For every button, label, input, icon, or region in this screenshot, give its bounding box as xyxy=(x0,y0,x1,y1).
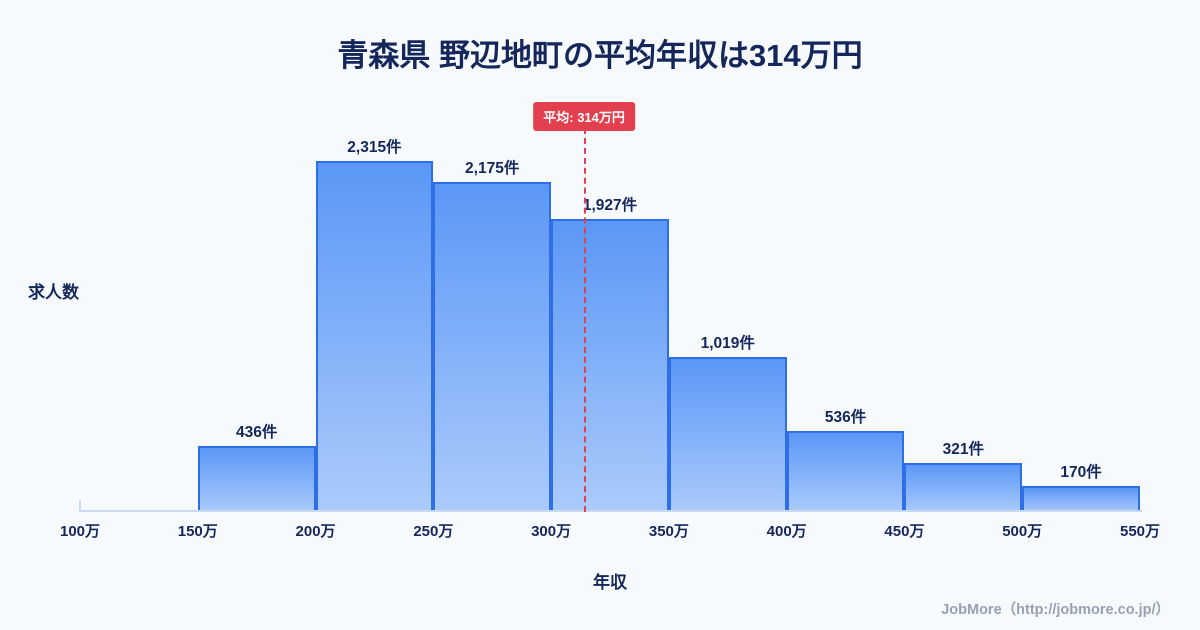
x-tick-label: 250万 xyxy=(413,523,454,540)
x-tick-label: 550万 xyxy=(1119,523,1161,540)
x-tick-label: 300万 xyxy=(531,523,572,540)
x-axis-label: 年収 xyxy=(593,573,627,592)
histogram-bar: 436件 xyxy=(197,424,316,512)
x-axis-ticks: 100万 150万 200万 250万 300万 350万 400万 450万 500万 550万 xyxy=(60,520,1160,544)
average-line xyxy=(584,128,587,512)
bar-value-label: 1,019件 xyxy=(700,335,755,353)
x-axis-line xyxy=(80,510,1142,512)
bar-value-label: 536件 xyxy=(824,408,867,426)
bar-value-label: 436件 xyxy=(235,423,278,441)
chart-title: 青森県 野辺地町の平均年収は314万円 xyxy=(337,38,863,73)
plot-area: 436件 2,315件 2,175件 1,927件 1,019件 536件 321件 170件 xyxy=(80,128,1140,512)
histogram-bar: 2,175件 xyxy=(433,160,552,512)
histogram-bar: 170件 xyxy=(1022,464,1140,512)
x-tick-label: 400万 xyxy=(766,523,807,540)
histogram-bar: 1,019件 xyxy=(668,335,787,512)
bar-value-label: 321件 xyxy=(942,441,984,459)
histogram-bar: 1,927件 xyxy=(551,197,669,512)
y-axis-tick xyxy=(79,500,81,512)
x-tick-label: 150万 xyxy=(177,523,218,540)
bar-value-label: 2,315件 xyxy=(347,138,402,156)
credit: JobMore（http://jobmore.co.jp/） xyxy=(941,602,1170,618)
x-tick-label: 450万 xyxy=(884,523,925,540)
average-badge: 平均: 314万円 xyxy=(533,102,635,131)
histogram-bar: 536件 xyxy=(786,409,905,512)
x-tick-label: 500万 xyxy=(1002,523,1043,540)
histogram-bar: 2,315件 xyxy=(315,139,434,512)
x-tick-label: 350万 xyxy=(648,523,689,540)
bar-value-label: 170件 xyxy=(1060,464,1102,482)
bar-value-label: 2,175件 xyxy=(465,159,520,177)
x-tick-label: 100万 xyxy=(59,523,101,540)
histogram-bar: 321件 xyxy=(904,441,1023,512)
y-axis-label: 求人数 xyxy=(28,283,79,302)
x-tick-label: 200万 xyxy=(295,523,336,540)
bar-value-label: 1,927件 xyxy=(582,197,638,215)
